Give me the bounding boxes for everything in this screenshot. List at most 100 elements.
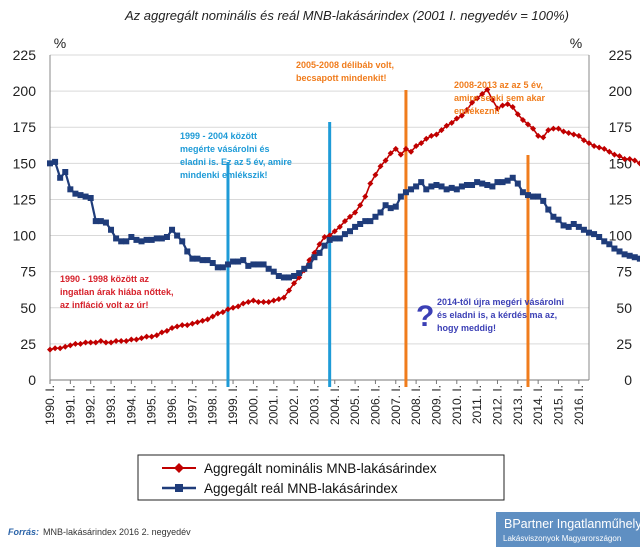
data-point-nominal — [448, 119, 455, 126]
data-point-real — [392, 203, 399, 210]
annotation-line: ingatlan árak hiába nőttek, — [60, 287, 174, 297]
data-point-nominal — [219, 309, 226, 316]
data-point-real — [621, 251, 628, 258]
data-point-nominal — [163, 327, 170, 334]
data-point-real — [87, 195, 94, 201]
data-point-real — [514, 180, 521, 187]
data-point-nominal — [235, 303, 242, 310]
data-point-real — [194, 255, 201, 262]
data-point-real — [362, 218, 369, 225]
data-point-real — [285, 274, 292, 281]
data-point-real — [428, 183, 435, 190]
data-point-nominal — [72, 340, 79, 347]
data-point-real — [372, 213, 379, 220]
data-point-nominal — [530, 125, 537, 132]
annotation-line: emlékezni! — [454, 106, 500, 116]
x-tick-label: 2006. I. — [368, 385, 382, 425]
y-tick-right: 50 — [616, 300, 632, 316]
data-point-real — [489, 183, 496, 190]
data-point-real — [453, 186, 460, 193]
y-tick-left: 125 — [13, 191, 37, 207]
x-tick-label: 2001. I. — [267, 385, 281, 425]
data-point-nominal — [143, 333, 150, 340]
data-point-nominal — [433, 131, 440, 138]
data-point-nominal — [504, 101, 511, 108]
data-point-real — [102, 219, 109, 226]
data-point-real — [565, 223, 572, 230]
data-point-nominal — [636, 160, 640, 167]
data-point-real — [169, 226, 176, 233]
data-point-nominal — [550, 125, 557, 132]
data-point-nominal — [245, 299, 252, 305]
data-point-nominal — [458, 112, 465, 119]
annotation-line: 1990 - 1998 között az — [60, 274, 150, 284]
data-point-real — [189, 255, 196, 262]
data-point-real — [555, 216, 562, 223]
data-point-real — [184, 248, 191, 255]
logo-sub-text: Lakásviszonyok Magyarországon — [503, 534, 621, 543]
data-point-real — [606, 241, 613, 248]
data-point-real — [92, 218, 99, 225]
data-point-nominal — [57, 345, 64, 352]
data-point-nominal — [601, 145, 608, 152]
y-tick-left: 0 — [28, 372, 36, 388]
y-tick-left: 100 — [13, 228, 37, 244]
legend-nominal-label: Aggregált nominális MNB-lakásárindex — [204, 461, 437, 476]
data-point-real — [204, 257, 211, 264]
data-point-nominal — [265, 299, 272, 305]
data-point-nominal — [352, 209, 359, 216]
data-point-real — [118, 238, 125, 245]
data-point-nominal — [291, 280, 298, 287]
data-point-real — [219, 264, 226, 271]
data-point-real — [123, 238, 130, 245]
data-point-real — [250, 261, 257, 268]
data-point-nominal — [611, 151, 618, 158]
data-point-nominal — [555, 125, 562, 132]
data-point-nominal — [463, 106, 470, 113]
data-point-real — [499, 179, 506, 186]
x-tick-label: 2015. I. — [551, 385, 565, 425]
data-point-nominal — [479, 91, 486, 97]
data-point-real — [113, 235, 120, 242]
period-divider-lines — [226, 90, 530, 387]
data-point-nominal — [347, 213, 354, 220]
x-tick-label: 2003. I. — [307, 385, 321, 425]
data-point-real — [77, 192, 84, 199]
data-point-nominal — [341, 218, 348, 225]
y-tick-left: 25 — [20, 336, 36, 352]
y-tick-left: 75 — [20, 264, 36, 280]
annotation-line: 2008-2013 az az 5 év, — [454, 80, 543, 90]
data-point-real — [580, 226, 587, 233]
source-label: Forrás: — [8, 527, 39, 537]
data-point-nominal — [285, 287, 292, 294]
annotation-text: 1999 - 2004 között megérte vásárolni és el… — [180, 131, 292, 180]
y-tick-left: 50 — [20, 300, 36, 316]
data-point-real — [550, 213, 557, 220]
data-point-nominal — [102, 339, 109, 346]
data-point-real — [626, 252, 633, 259]
data-point-nominal — [82, 339, 89, 346]
question-mark: ? — [416, 300, 434, 333]
x-tick-label: 1993. I. — [104, 385, 118, 425]
data-point-nominal — [153, 332, 160, 339]
grid — [49, 54, 590, 381]
data-point-nominal — [179, 322, 186, 329]
data-point-real — [209, 260, 216, 266]
data-point-nominal — [377, 163, 384, 170]
data-point-nominal — [118, 338, 125, 344]
data-point-real — [291, 273, 298, 279]
data-point-nominal — [331, 228, 338, 235]
data-point-nominal — [260, 299, 267, 305]
data-point-real — [448, 184, 455, 191]
data-point-nominal — [67, 342, 74, 349]
data-point-nominal — [591, 143, 598, 149]
data-point-nominal — [169, 325, 176, 331]
data-point-nominal — [189, 320, 196, 327]
data-point-real — [143, 236, 150, 243]
x-tick-label: 1992. I. — [84, 385, 98, 425]
data-point-nominal — [453, 115, 460, 122]
data-point-nominal — [397, 151, 404, 158]
data-point-nominal — [631, 157, 638, 164]
data-point-nominal — [586, 140, 592, 147]
y-tick-left: 225 — [13, 47, 37, 63]
